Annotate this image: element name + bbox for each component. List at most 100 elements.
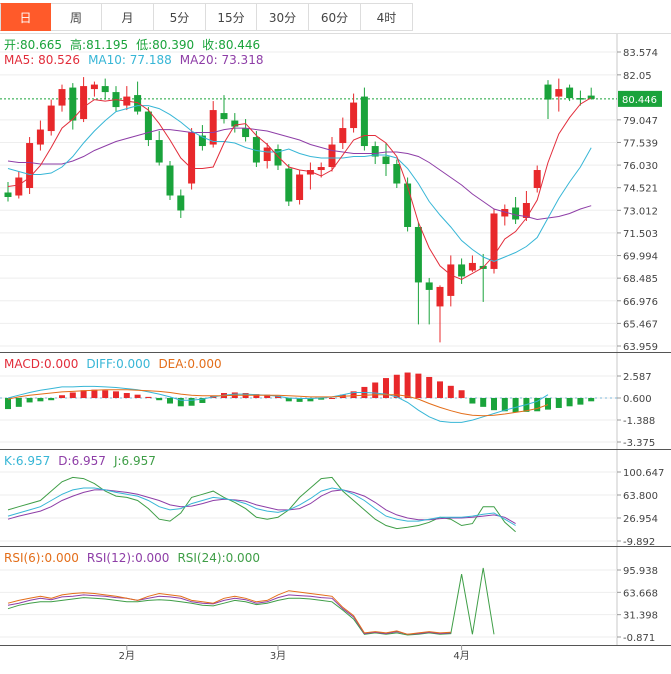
macd-bar-36 — [393, 374, 400, 398]
tab-1[interactable]: 日 — [0, 3, 51, 31]
macd-bar-12 — [134, 394, 141, 398]
rsi-legend-0: RSI(6):0.000 — [4, 551, 79, 565]
macd-legend-1: DIFF:0.000 — [86, 357, 150, 371]
candle-51 — [555, 78, 563, 112]
ma-legend-1: MA10: 77.188 — [88, 53, 172, 67]
tab-3[interactable]: 月 — [102, 3, 154, 31]
candle-46 — [501, 204, 509, 226]
macd-bar-30 — [329, 397, 335, 399]
tab-4[interactable]: 5分 — [154, 3, 206, 31]
ma-legend-0: MA5: 80.526 — [4, 53, 80, 67]
tab-2[interactable]: 周 — [51, 3, 102, 31]
candle-53 — [576, 90, 584, 106]
candle-30 — [328, 137, 336, 172]
candle-body — [198, 135, 206, 147]
rsi12-line — [7, 594, 451, 635]
candle-body — [371, 146, 379, 157]
price-tick-label-3: 77.539 — [623, 138, 658, 149]
macd-bar-52 — [566, 397, 573, 407]
candle-52 — [566, 84, 574, 102]
chart-area: 83.574 82.05 79.047 77.539 76.030 74.521 73.01… — [0, 34, 671, 662]
macd-bars — [5, 372, 595, 413]
candle-6 — [69, 83, 77, 130]
macd-tick-label-3: -3.375 — [623, 438, 655, 449]
macd-legend-0: MACD:0.000 — [4, 357, 78, 371]
candle-body — [209, 110, 217, 145]
macd-bar-4 — [48, 397, 55, 401]
ma20-line — [7, 127, 592, 221]
candle-8 — [90, 81, 98, 97]
candle-body — [501, 208, 509, 217]
candle-31 — [339, 117, 347, 150]
candle-24 — [263, 143, 271, 169]
rsi-legend-2: RSI(24):0.000 — [177, 551, 260, 565]
candle-body — [242, 128, 250, 138]
tab-6[interactable]: 30分 — [257, 3, 309, 31]
kdj-legend-2: J:6.957 — [113, 454, 156, 468]
x-tick-label-2: 4月 — [453, 650, 469, 662]
macd-bar-45 — [491, 397, 497, 411]
candle-body — [468, 262, 476, 271]
macd-bar-50 — [545, 397, 551, 410]
kdj-tick-label-1: 63.800 — [623, 491, 658, 502]
candle-body — [36, 129, 44, 145]
macd-bar-16 — [177, 397, 184, 407]
candle-body — [447, 264, 455, 296]
kdj-legend-1: D:6.957 — [58, 454, 106, 468]
candle-body — [382, 156, 390, 165]
candle-body — [544, 84, 552, 100]
macd-bar-29 — [318, 397, 325, 400]
candle-body — [458, 264, 466, 277]
candle-33 — [360, 87, 368, 151]
price-tick-label-11: 65.467 — [623, 319, 658, 330]
macd-bar-54 — [588, 397, 595, 402]
macd-tick-label-0: 2.587 — [623, 372, 652, 383]
candle-0 — [4, 182, 12, 202]
last-price-label: 80.446 — [622, 95, 657, 106]
candle-42 — [458, 258, 466, 284]
macd-bar-43 — [469, 397, 476, 404]
candle-10 — [112, 86, 120, 112]
tab-5[interactable]: 15分 — [206, 3, 257, 31]
price-tick-label-5: 74.521 — [623, 184, 658, 195]
diff-line — [7, 385, 549, 423]
candle-32 — [350, 93, 358, 133]
tab-7[interactable]: 60分 — [309, 3, 361, 31]
dea-line — [7, 389, 549, 417]
candle-49 — [533, 165, 541, 193]
candle-12 — [134, 81, 142, 115]
candle-13 — [144, 107, 152, 147]
macd-bar-9 — [102, 390, 109, 398]
candle-body — [533, 170, 541, 189]
price-tick-label-8: 69.994 — [623, 252, 658, 263]
candle-50 — [544, 80, 552, 120]
price-tick-label-6: 73.012 — [623, 206, 658, 217]
macd-bar-0 — [5, 397, 11, 410]
candle-body — [188, 132, 196, 184]
ma5-line — [7, 97, 592, 280]
candle-body — [587, 95, 595, 99]
macd-bar-28 — [307, 397, 314, 402]
candle-39 — [425, 277, 433, 325]
macd-bar-49 — [534, 397, 541, 412]
candle-body — [328, 144, 336, 168]
candle-body — [101, 86, 109, 93]
price-tick-label-1: 82.05 — [623, 71, 652, 82]
candle-40 — [436, 285, 444, 343]
macd-bar-34 — [372, 382, 379, 398]
candle-body — [47, 105, 55, 132]
macd-bar-3 — [37, 397, 44, 402]
candle-body — [555, 89, 563, 97]
candle-48 — [522, 191, 530, 221]
price-tick-label-4: 76.030 — [623, 161, 658, 172]
rsi-tick-label-2: 31.398 — [623, 611, 658, 622]
price-legend-2: 低:80.390 — [136, 38, 194, 52]
candle-body — [296, 174, 304, 200]
candles — [4, 77, 595, 343]
macd-bar-8 — [91, 389, 98, 398]
tab-8[interactable]: 4时 — [361, 3, 413, 31]
macd-bar-17 — [188, 397, 195, 406]
candle-38 — [414, 222, 422, 325]
candle-body — [317, 167, 325, 171]
candle-25 — [274, 144, 282, 171]
